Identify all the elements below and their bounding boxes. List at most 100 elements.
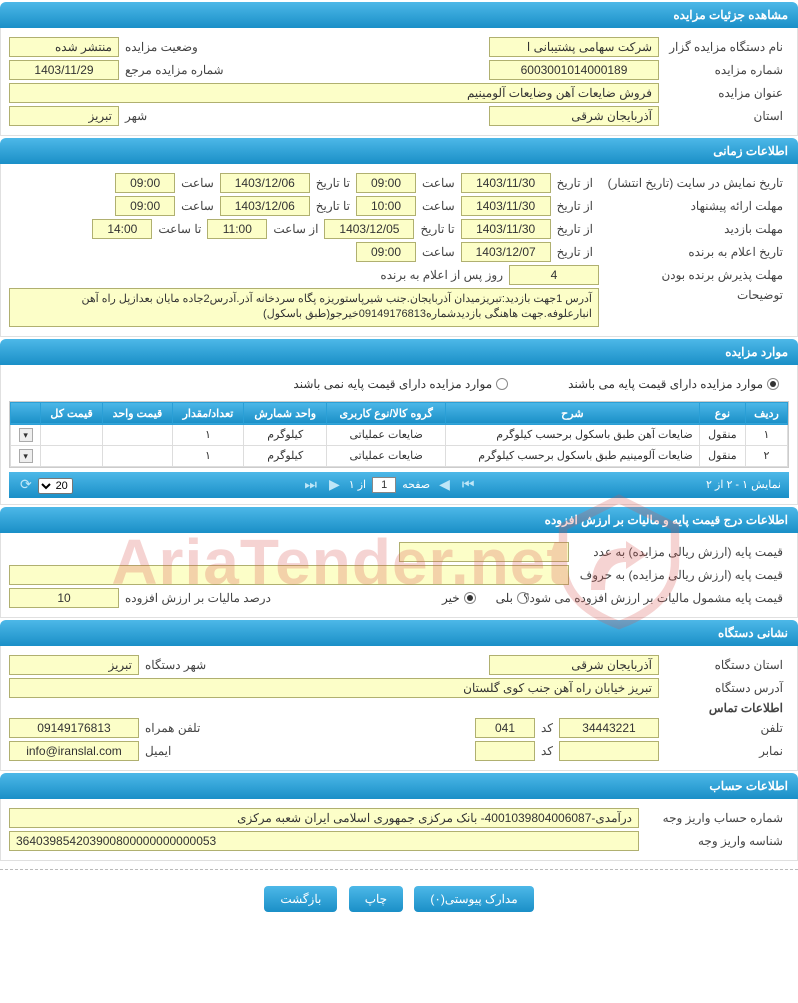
radio-has-price[interactable]: موارد مزایده دارای قیمت پایه می باشند <box>568 377 779 391</box>
table-cell <box>41 424 103 445</box>
offer-from-time: 10:00 <box>356 196 416 216</box>
email: info@iranslal.com <box>9 741 139 761</box>
code2-label: کد <box>535 744 559 758</box>
org-province-label: استان دستگاه <box>659 658 789 672</box>
from-date-4: از تاریخ <box>551 245 599 259</box>
items-col-header: تعداد/مقدار <box>172 402 243 424</box>
status-value: منتشر شده <box>9 37 119 57</box>
code1-label: کد <box>535 721 559 735</box>
from-date-3: از تاریخ <box>551 222 599 236</box>
display-from-time: 09:00 <box>356 173 416 193</box>
visit-from-time: 11:00 <box>207 219 267 239</box>
from-date-2: از تاریخ <box>551 199 599 213</box>
announce-from: 1403/12/07 <box>461 242 551 262</box>
row-expand-icon[interactable]: ▾ <box>19 428 33 442</box>
announce-label: تاریخ اعلام به برنده <box>599 245 789 259</box>
table-cell: کیلوگرم <box>244 424 327 445</box>
vat-yes[interactable]: بلی <box>496 591 529 605</box>
section-price-header: اطلاعات درج قیمت پایه و مالیات بر ارزش ا… <box>0 507 798 533</box>
ref-value: 1403/11/29 <box>9 60 119 80</box>
section-timing-body: تاریخ نمایش در سایت (تاریخ انتشار) از تا… <box>0 164 798 337</box>
table-cell: ۱ <box>172 424 243 445</box>
pager: نمایش ۱ - ۲ از ۲ ⏮ ◀ صفحه 1 از ۱ ▶ ⏭ 20 … <box>9 472 789 498</box>
section-details-header: مشاهده جزئیات مزایده <box>0 2 798 28</box>
table-cell: ضایعات آلومینیم طبق باسکول برحسب کیلوگرم <box>446 445 700 466</box>
pager-of: از ۱ <box>349 478 366 491</box>
pager-refresh-icon[interactable]: ⟳ <box>17 476 35 492</box>
table-cell: منقول <box>699 445 745 466</box>
radio-no-price[interactable]: موارد مزایده دارای قیمت پایه نمی باشند <box>293 377 508 391</box>
id-label: شناسه واریز وجه <box>639 834 789 848</box>
table-cell <box>102 424 172 445</box>
vat-no[interactable]: خیر <box>442 591 476 605</box>
table-cell: ۱ <box>172 445 243 466</box>
org-city-label: شهر دستگاه <box>139 658 212 672</box>
org-city: تبریز <box>9 655 139 675</box>
table-cell: ۱ <box>745 424 787 445</box>
time-1: ساعت <box>416 176 461 190</box>
items-col-header: قیمت کل <box>41 402 103 424</box>
row-expand-icon[interactable]: ▾ <box>19 449 33 463</box>
display-to-time: 09:00 <box>115 173 175 193</box>
display-to: 1403/12/06 <box>220 173 310 193</box>
offer-from: 1403/11/30 <box>461 196 551 216</box>
pager-page-label: صفحه <box>402 478 430 491</box>
pager-prev-icon[interactable]: ◀ <box>436 476 453 493</box>
mobile: 09149176813 <box>9 718 139 738</box>
org-addr-label: آدرس دستگاه <box>659 681 789 695</box>
section-org-header: نشانی دستگاه <box>0 620 798 646</box>
acct-label: شماره حساب واریز وجه <box>639 811 789 825</box>
attachments-button[interactable]: مدارک پیوستی(۰) <box>414 886 533 912</box>
visit-to: 1403/12/05 <box>324 219 414 239</box>
pager-display: نمایش ۱ - ۲ از ۲ <box>706 478 781 491</box>
button-bar: مدارک پیوستی(۰) چاپ بازگشت <box>0 878 798 920</box>
pager-last-icon[interactable]: ⏭ <box>301 476 320 493</box>
code2 <box>475 741 535 761</box>
back-button[interactable]: بازگشت <box>264 886 337 912</box>
province-value: آذربایجان شرقی <box>489 106 659 126</box>
org-addr: تبریز خیابان راه آهن جنب کوی گلستان <box>9 678 659 698</box>
phone: 34443221 <box>559 718 659 738</box>
radio2-label: موارد مزایده دارای قیمت پایه نمی باشند <box>293 377 492 391</box>
acct-value: درآمدی-4001039804006087- بانک مرکزی جمهو… <box>9 808 639 828</box>
section-org-body: استان دستگاه آذربایجان شرقی شهر دستگاه ت… <box>0 646 798 771</box>
pager-next-icon[interactable]: ▶ <box>326 476 343 493</box>
pager-per-page[interactable]: 20 <box>38 478 73 494</box>
items-col-header: نوع <box>699 402 745 424</box>
vat-q: قیمت پایه مشمول مالیات بر ارزش افزوده می… <box>529 591 789 605</box>
items-col-header: قیمت واحد <box>102 402 172 424</box>
time-2b: ساعت <box>175 199 220 213</box>
accept-label: مهلت پذیرش برنده بودن <box>599 268 789 282</box>
time-4: ساعت <box>416 245 461 259</box>
section-price-body: قیمت پایه (ارزش ریالی مزایده) به عدد قیم… <box>0 533 798 618</box>
table-cell: ضایعات آهن طبق باسکول برحسب کیلوگرم <box>446 424 700 445</box>
org-label: نام دستگاه مزایده گزار <box>659 40 789 54</box>
items-col-header: ردیف <box>745 402 787 424</box>
items-table: ردیفنوعشرحگروه کالا/نوع کاربریواحد شمارش… <box>10 402 788 467</box>
section-timing-header: اطلاعات زمانی <box>0 138 798 164</box>
time-2: ساعت <box>416 199 461 213</box>
print-button[interactable]: چاپ <box>349 886 403 912</box>
status-label: وضعیت مزایده <box>119 40 204 54</box>
desc-value: آدرس 1جهت بازدید:تبریزمیدان آذربایجان.جن… <box>9 288 599 327</box>
pager-page-input[interactable]: 1 <box>372 477 396 493</box>
fax-label: نمابر <box>659 744 789 758</box>
section-account-body: شماره حساب واریز وجه درآمدی-400103980400… <box>0 799 798 861</box>
display-label: تاریخ نمایش در سایت (تاریخ انتشار) <box>599 176 789 190</box>
vat-pct: 10 <box>9 588 119 608</box>
offer-label: مهلت ارائه پیشنهاد <box>599 199 789 213</box>
items-col-header: واحد شمارش <box>244 402 327 424</box>
visit-label: مهلت بازدید <box>599 222 789 236</box>
items-col-header: شرح <box>446 402 700 424</box>
items-col-header: گروه کالا/نوع کاربری <box>327 402 446 424</box>
price-word-label: قیمت پایه (ارزش ریالی مزایده) به حروف <box>569 568 789 582</box>
title-field-label: عنوان مزایده <box>659 86 789 100</box>
to-date-3: تا تاریخ <box>414 222 460 236</box>
contact-title: اطلاعات تماس <box>703 701 789 715</box>
radio1-label: موارد مزایده دارای قیمت پایه می باشند <box>568 377 763 391</box>
pager-first-icon[interactable]: ⏮ <box>459 476 478 493</box>
time-1b: ساعت <box>175 176 220 190</box>
table-cell: ▾ <box>11 445 41 466</box>
section-items-header: موارد مزایده <box>0 339 798 365</box>
id-value: 364039854203900800000000000053 <box>9 831 639 851</box>
